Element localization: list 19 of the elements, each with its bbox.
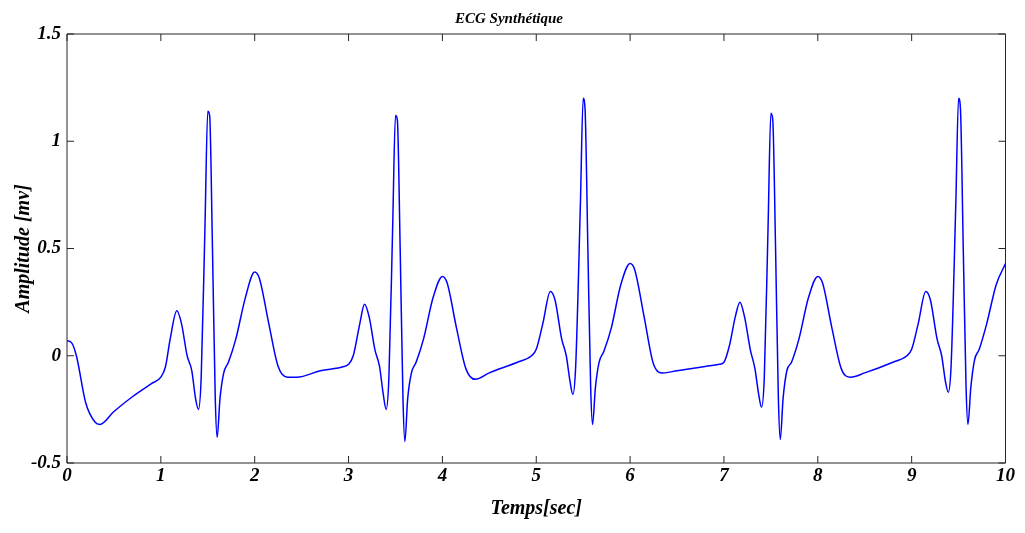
y-axis-title: Amplitude [mv] [11,184,35,315]
x-tick-label: 10 [996,464,1016,486]
y-tick-label: 1.5 [37,21,62,43]
x-tick-label: 8 [813,464,824,486]
x-tick-label: 4 [436,464,448,486]
y-tick-label: 1 [51,129,61,151]
x-tick-label: 6 [625,464,636,486]
y-tick-label: 0.5 [37,236,62,258]
x-tick-label: 3 [342,464,354,486]
x-axis-title: Temps[sec] [490,496,583,520]
x-tick-label: 5 [531,464,542,486]
x-tick-label: 1 [156,464,166,486]
x-tick-label: 2 [248,464,260,486]
line-series [67,97,1006,443]
y-tick-label: -0.5 [30,450,62,472]
y-tick-label: 0 [51,343,62,365]
chart-title: ECG Synthétique [454,9,564,26]
x-tick-label: 9 [906,464,917,486]
x-tick-label: 7 [719,464,731,486]
